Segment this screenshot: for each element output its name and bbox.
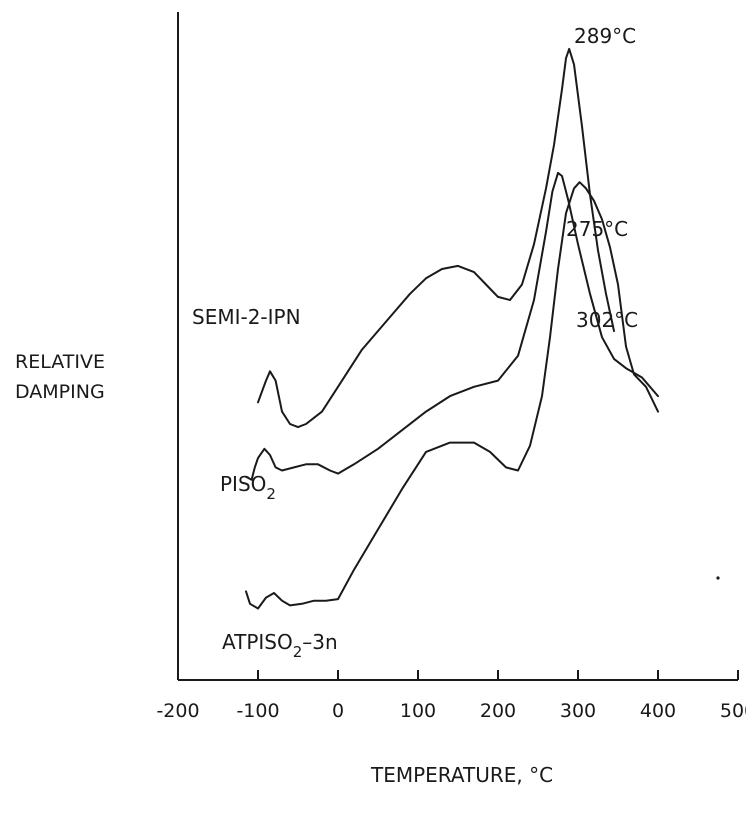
x-tick-label: 400 bbox=[640, 700, 676, 722]
curve-labels: SEMI-2-IPN PISO2 ATPISO2–3n bbox=[192, 305, 338, 661]
curve-semi-2-ipn bbox=[257, 47, 615, 429]
x-tick-label: -100 bbox=[236, 700, 279, 722]
peak-label-302: 302°C bbox=[576, 308, 638, 332]
y-axis-label: RELATIVE DAMPING bbox=[15, 351, 105, 403]
peak-label-275: 275°C bbox=[566, 217, 628, 241]
x-tick-label: 100 bbox=[400, 700, 436, 722]
curve-atpiso2-3n bbox=[245, 181, 659, 610]
series-label-semi-2-ipn: SEMI-2-IPN bbox=[192, 305, 301, 329]
peak-label-289: 289°C bbox=[574, 24, 636, 48]
x-tick-label: 0 bbox=[332, 700, 344, 722]
x-ticks: -200 -100 0 100 200 300 400 500 bbox=[156, 670, 746, 722]
x-tick-label: -200 bbox=[156, 700, 199, 722]
curve-piso2 bbox=[245, 171, 659, 481]
peak-labels: 289°C 275°C 302°C bbox=[566, 24, 638, 332]
axes bbox=[177, 12, 738, 681]
stray-dot bbox=[716, 576, 720, 580]
x-tick-label: 200 bbox=[480, 700, 516, 722]
curves bbox=[245, 47, 659, 610]
y-axis-label-line-2: DAMPING bbox=[15, 381, 105, 403]
x-axis-label: TEMPERATURE, °C bbox=[370, 763, 553, 787]
x-tick-label: 300 bbox=[560, 700, 596, 722]
y-axis-label-line-1: RELATIVE bbox=[15, 351, 105, 373]
x-tick-label: 500 bbox=[720, 700, 746, 722]
series-label-piso2: PISO2 bbox=[220, 472, 276, 503]
series-label-atpiso2-3n: ATPISO2–3n bbox=[222, 630, 338, 661]
